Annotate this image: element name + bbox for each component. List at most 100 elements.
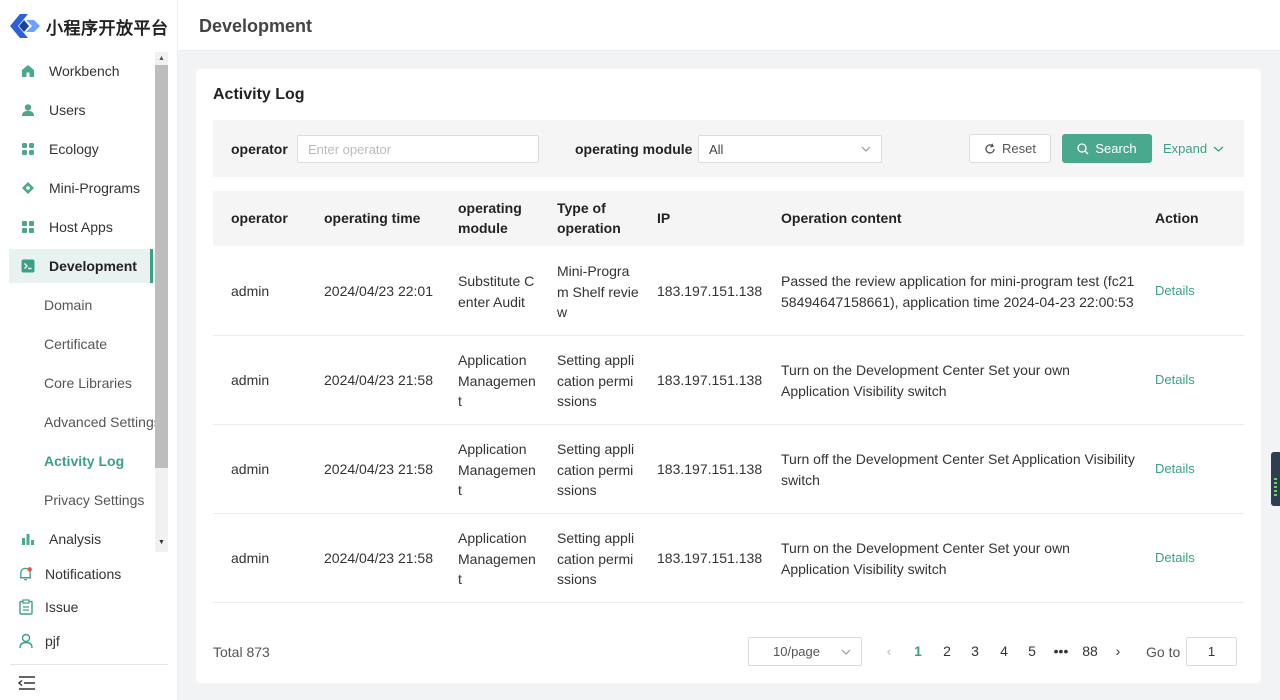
next-page-icon[interactable]: › (1115, 643, 1121, 659)
sidebar-subitem-label: Advanced Settings (44, 414, 161, 430)
sidebar-item-label: Development (49, 258, 137, 274)
sidebar-scrollbar[interactable]: ▲ ▼ (155, 52, 168, 552)
logo[interactable]: 小程序开放平台 (10, 11, 169, 41)
prev-page-icon[interactable]: ‹ (886, 643, 892, 659)
sidebar-item-label: pjf (45, 633, 60, 649)
sidebar-subitem-certificate[interactable]: Certificate (9, 327, 153, 361)
total-count: Total 873 (213, 644, 270, 660)
page-88[interactable]: 88 (1082, 643, 1098, 659)
person-icon (18, 633, 33, 649)
expand-label: Expand (1163, 141, 1208, 156)
sidebar-item-development[interactable]: Development (9, 249, 153, 283)
sidebar-item-ecology[interactable]: Ecology (9, 132, 153, 166)
collapse-menu-icon[interactable] (17, 675, 36, 691)
column-header-operation-content: Operation content (781, 210, 902, 226)
page-2[interactable]: 2 (943, 643, 951, 659)
expand-link[interactable]: Expand (1163, 141, 1224, 156)
logo-text: 小程序开放平台 (46, 18, 169, 39)
cell-time: 2024/04/23 21:58 (324, 550, 433, 566)
chevron-down-icon (1213, 146, 1224, 152)
cell-type: Mini-Program Shelf review (557, 263, 639, 320)
sidebar-item-mini-programs[interactable]: Mini-Programs (9, 171, 153, 205)
goto-page-input[interactable]: 1 (1186, 637, 1237, 666)
chevron-down-icon (861, 146, 871, 152)
page-size-select[interactable]: 10/page (748, 637, 862, 666)
clipboard-icon (18, 599, 33, 615)
cell-operator: admin (231, 283, 270, 299)
sidebar-item-users[interactable]: Users (9, 93, 153, 127)
cell-type: Setting application permissions (557, 441, 635, 498)
activity-log-card: Activity Log operator Enter operator ope… (196, 69, 1261, 683)
bell-icon (18, 567, 33, 582)
cell-content: Turn on the Development Center Set your … (781, 362, 1070, 399)
sidebar-item-label: Notifications (45, 566, 122, 582)
cell-operator: admin (231, 372, 270, 388)
card-title: Activity Log (213, 86, 305, 103)
sidebar-subitem-label: Privacy Settings (44, 492, 145, 508)
reset-button-label: Reset (1002, 141, 1036, 156)
sidebar-subitem-privacy-settings[interactable]: Privacy Settings (9, 483, 153, 517)
sidebar-item-label: Host Apps (49, 219, 113, 235)
cell-time: 2024/04/23 21:58 (324, 461, 433, 477)
cell-content: Turn off the Development Center Set Appl… (781, 451, 1135, 488)
sidebar-item-issue[interactable]: Issue (9, 592, 159, 622)
sidebar-item-analysis[interactable]: Analysis (9, 522, 153, 552)
page-5[interactable]: 5 (1028, 643, 1036, 659)
cell-ip: 183.197.151.138 (657, 283, 763, 299)
bar-chart-icon (20, 532, 35, 547)
operator-input-placeholder: Enter operator (308, 141, 392, 157)
sidebar-item-label: Users (49, 102, 86, 118)
sidebar-item-user-profile[interactable]: pjf (9, 626, 159, 656)
operator-input[interactable]: Enter operator (297, 135, 539, 163)
sidebar-subitem-label: Activity Log (44, 453, 125, 469)
page-header: Development (178, 0, 1280, 51)
search-button[interactable]: Search (1062, 134, 1152, 163)
sidebar-item-workbench[interactable]: Workbench (9, 54, 153, 88)
search-icon (1077, 142, 1089, 154)
page-3[interactable]: 3 (971, 643, 979, 659)
logo-icon (10, 14, 40, 38)
cell-content: Passed the review application for mini-p… (781, 273, 1135, 310)
page-4[interactable]: 4 (1000, 643, 1008, 659)
table-row: admin 2024/04/23 21:58 Application Manag… (213, 425, 1244, 514)
cell-content: Turn on the Development Center Set your … (781, 540, 1070, 577)
scrollbar-thumb[interactable] (155, 65, 168, 468)
scroll-up-arrow-icon[interactable]: ▲ (158, 54, 165, 62)
sidebar-item-label: Issue (45, 599, 79, 615)
sidebar-item-notifications[interactable]: Notifications (9, 559, 159, 589)
scroll-down-arrow-icon[interactable]: ▼ (158, 538, 165, 546)
page-1[interactable]: 1 (914, 643, 922, 659)
page-title: Development (199, 16, 313, 36)
reset-button[interactable]: Reset (969, 134, 1051, 163)
cell-module: Application Management (458, 441, 536, 498)
details-link[interactable]: Details (1155, 372, 1195, 387)
details-link[interactable]: Details (1155, 283, 1195, 298)
column-header-operating-module: operating module (458, 200, 522, 236)
cell-module: Application Management (458, 530, 536, 587)
page-ellipsis[interactable]: ••• (1053, 643, 1069, 659)
column-header-operator: operator (231, 210, 288, 226)
sidebar-subitem-core-libraries[interactable]: Core Libraries (9, 366, 153, 400)
sidebar-item-host-apps[interactable]: Host Apps (9, 210, 153, 244)
module-select[interactable]: All (698, 135, 882, 163)
sidebar-divider (10, 664, 168, 665)
details-link[interactable]: Details (1155, 550, 1195, 565)
chevron-down-icon (841, 649, 851, 655)
sidebar-subitem-activity-log[interactable]: Activity Log (9, 444, 153, 478)
sidebar-subitem-advanced-settings[interactable]: Advanced Settings (9, 405, 161, 439)
cell-type: Setting application permissions (557, 352, 635, 409)
sidebar-subitem-domain[interactable]: Domain (9, 288, 153, 322)
side-widget-handle[interactable] (1271, 452, 1280, 506)
sidebar-item-label: Mini-Programs (49, 180, 141, 196)
cell-operator: admin (231, 550, 270, 566)
home-icon (20, 64, 35, 79)
diamond-icon (20, 181, 35, 196)
search-button-label: Search (1095, 141, 1137, 156)
module-select-value: All (709, 141, 724, 157)
page-size-value: 10/page (773, 644, 820, 659)
sidebar-item-label: Ecology (49, 141, 99, 157)
cell-module: Application Management (458, 352, 536, 409)
details-link[interactable]: Details (1155, 461, 1195, 476)
column-header-operating-time: operating time (324, 210, 421, 226)
user-icon (20, 103, 35, 118)
